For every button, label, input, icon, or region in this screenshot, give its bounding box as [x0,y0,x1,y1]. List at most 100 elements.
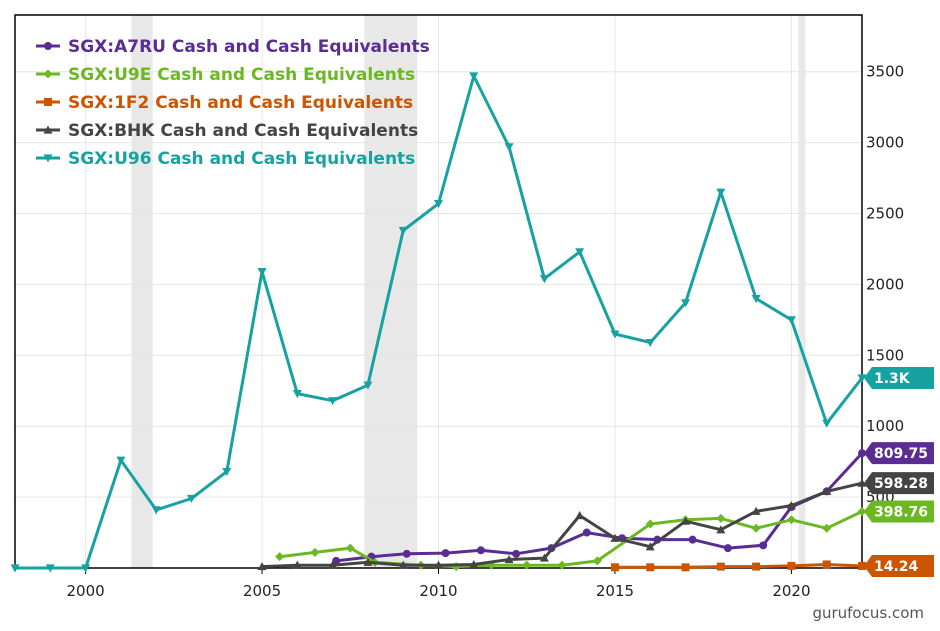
series-sgx-bhk [257,478,867,571]
y-tick-label: 3500 [866,63,904,81]
end-value-tag: 14.24 [864,554,934,577]
data-point [222,467,232,477]
y-tick-label: 2500 [866,205,904,223]
data-point [522,560,532,570]
watermark-text: gurufocus.com [812,604,924,622]
data-point [512,549,521,558]
end-value-tags: 809.75 398.76 14.24 598.28 1.3K [864,366,934,577]
data-point [292,389,302,399]
tag-label: 398.76 [874,504,928,520]
data-point [582,528,591,537]
tag-label: 809.75 [874,446,928,462]
legend-marker [43,154,53,163]
data-point [858,449,866,458]
data-point [328,560,338,569]
data-point [469,559,479,569]
data-point [575,511,585,520]
legend-item[interactable]: SGX:U96 Cash and Cash Equivalents [36,149,415,169]
recession-band [131,15,153,568]
data-point [751,506,761,515]
data-point [469,72,479,81]
data-point [610,330,620,339]
data-point [504,143,514,152]
data-point [751,294,761,304]
data-point [363,381,373,390]
end-value-tag: 398.76 [864,500,934,523]
legend-item[interactable]: SGX:BHK Cash and Cash Equivalents [36,121,418,141]
recession-band [798,15,806,568]
x-tick-label: 2015 [596,582,634,600]
data-point [539,275,549,284]
legend-item[interactable]: SGX:U9E Cash and Cash Equivalents [36,65,415,85]
legend-item[interactable]: SGX:1F2 Cash and Cash Equivalents [36,93,413,113]
legend-marker [44,98,52,106]
data-point [398,560,408,569]
data-point [345,543,355,553]
data-point [402,549,411,558]
x-tick-label: 2000 [66,582,104,600]
data-point [688,535,697,544]
data-point [858,561,866,570]
data-point [751,523,761,533]
data-point [257,268,267,277]
data-point [822,523,832,533]
y-tick-label: 1500 [866,346,904,364]
data-point [45,564,55,573]
data-point [681,563,690,572]
data-point [476,546,485,555]
data-point [752,562,761,571]
data-point [645,542,655,551]
series-line [615,563,863,569]
data-point [151,506,161,515]
data-point [716,562,725,571]
data-point [116,456,126,465]
data-point [716,525,726,534]
data-point [786,515,796,525]
legend-label: SGX:1F2 Cash and Cash Equivalents [68,93,413,113]
legend-item[interactable]: SGX:A7RU Cash and Cash Equivalents [36,37,430,57]
tag-label: 598.28 [874,476,928,492]
data-point [857,374,867,383]
axis-ticks: 2000200520102015202005001000150020002500… [66,63,904,600]
data-point [10,564,20,573]
legend-marker [44,42,52,50]
legend[interactable]: SGX:A7RU Cash and Cash Equivalents SGX:U9… [36,37,430,169]
data-point [81,564,91,573]
data-point [441,549,450,558]
data-point [310,547,320,557]
tag-background [864,554,934,577]
data-point [575,248,585,257]
legend-label: SGX:A7RU Cash and Cash Equivalents [68,37,430,57]
data-point [822,419,832,428]
y-tick-label: 3000 [866,134,904,152]
x-tick-label: 2010 [419,582,457,600]
series-lines [10,72,867,573]
data-point [257,562,267,571]
data-point [557,560,567,570]
data-point [857,506,867,516]
x-tick-label: 2020 [772,582,810,600]
x-tick-label: 2005 [243,582,281,600]
data-point [723,544,732,553]
recession-band [364,15,418,568]
data-point [275,552,285,562]
data-point [822,486,832,496]
data-point [716,188,726,197]
data-point [681,299,691,308]
legend-marker [43,125,53,134]
legend-marker [43,69,53,79]
tag-background [864,442,934,465]
series-sgx-1f2 [610,560,866,572]
data-point [398,226,408,236]
data-point [539,553,549,562]
data-point [610,533,620,542]
data-point [857,478,867,487]
data-point [434,199,443,209]
data-point [786,316,796,325]
data-point [646,563,655,572]
data-point [332,556,341,565]
data-point [292,560,302,569]
tag-label: 1.3K [874,371,911,387]
